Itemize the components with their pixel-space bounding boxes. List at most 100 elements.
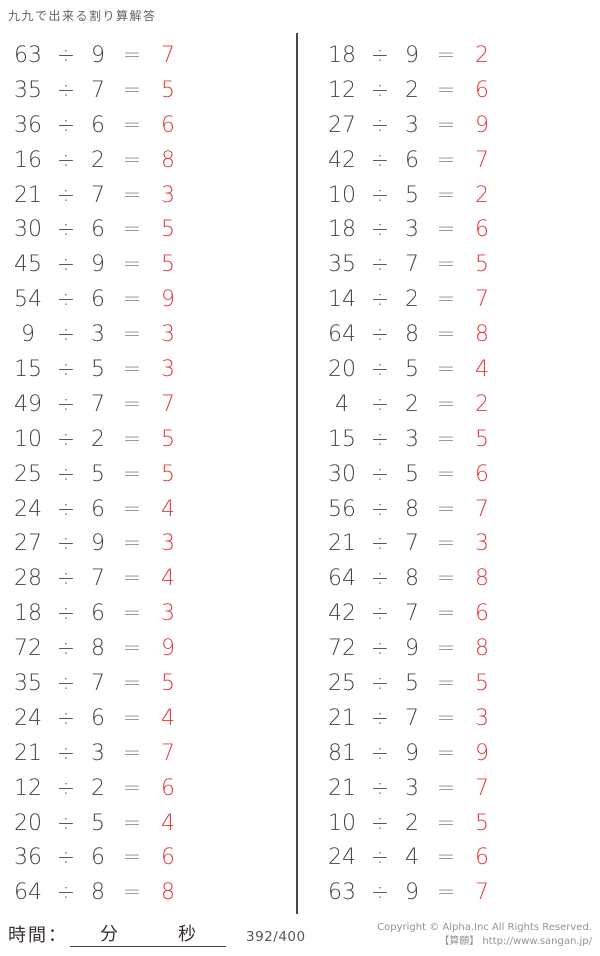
divisor-value: 6 <box>405 147 419 173</box>
answer-value: 4 <box>161 810 175 836</box>
divide-sign-icon: ÷ <box>56 636 76 662</box>
divide-sign-icon: ÷ <box>56 740 76 766</box>
dividend-value: 25 <box>14 461 42 487</box>
equals-sign-icon: = <box>122 845 142 871</box>
answer-value: 9 <box>161 636 175 662</box>
answer-value: 3 <box>161 356 175 382</box>
equation-row: 63 ÷ 9 = 7 <box>8 38 278 73</box>
divide-sign-icon: ÷ <box>56 775 76 801</box>
divide-sign-icon: ÷ <box>56 287 76 313</box>
equation-row: 4 ÷ 2 = 2 <box>322 387 592 422</box>
equals-sign-icon: = <box>122 252 142 278</box>
problems-column-right: 18 ÷ 9 = 2 12 ÷ 2 = 6 27 ÷ 3 = 9 42 ÷ 6 … <box>322 38 592 910</box>
problems-column-left: 63 ÷ 9 = 7 35 ÷ 7 = 5 36 ÷ 6 = 6 16 ÷ 2 … <box>8 38 278 910</box>
equation-row: 14 ÷ 2 = 7 <box>322 282 592 317</box>
divide-sign-icon: ÷ <box>56 112 76 138</box>
answer-value: 9 <box>161 287 175 313</box>
equals-sign-icon: = <box>122 810 142 836</box>
equation-row: 10 ÷ 2 = 5 <box>8 422 278 457</box>
equals-sign-icon: = <box>436 670 456 696</box>
equation-row: 18 ÷ 6 = 3 <box>8 596 278 631</box>
dividend-value: 9 <box>21 322 35 348</box>
dividend-value: 4 <box>335 391 349 417</box>
equation-row: 16 ÷ 2 = 8 <box>8 143 278 178</box>
equation-row: 45 ÷ 9 = 5 <box>8 247 278 282</box>
answer-value: 5 <box>161 670 175 696</box>
divide-sign-icon: ÷ <box>370 426 390 452</box>
dividend-value: 21 <box>328 705 356 731</box>
divide-sign-icon: ÷ <box>370 147 390 173</box>
equals-sign-icon: = <box>436 461 456 487</box>
answer-value: 6 <box>475 217 489 243</box>
dividend-value: 56 <box>328 496 356 522</box>
equals-sign-icon: = <box>436 531 456 557</box>
divisor-value: 3 <box>405 426 419 452</box>
answer-value: 9 <box>475 112 489 138</box>
equation-row: 27 ÷ 9 = 3 <box>8 526 278 561</box>
divisor-value: 8 <box>91 636 105 662</box>
divisor-value: 8 <box>405 496 419 522</box>
equals-sign-icon: = <box>122 217 142 243</box>
equation-row: 24 ÷ 6 = 4 <box>8 701 278 736</box>
equals-sign-icon: = <box>436 42 456 68</box>
divisor-value: 6 <box>91 112 105 138</box>
equation-row: 49 ÷ 7 = 7 <box>8 387 278 422</box>
divide-sign-icon: ÷ <box>370 356 390 382</box>
divisor-value: 2 <box>91 775 105 801</box>
equation-row: 63 ÷ 9 = 7 <box>322 875 592 910</box>
equation-row: 24 ÷ 6 = 4 <box>8 492 278 527</box>
equals-sign-icon: = <box>122 182 142 208</box>
equals-sign-icon: = <box>122 740 142 766</box>
equation-row: 28 ÷ 7 = 4 <box>8 561 278 596</box>
equals-sign-icon: = <box>436 740 456 766</box>
copyright-line1: Copyright © Alpha.Inc All Rights Reserve… <box>377 922 592 933</box>
equals-sign-icon: = <box>436 77 456 103</box>
divisor-value: 8 <box>91 880 105 906</box>
dividend-value: 42 <box>328 601 356 627</box>
divisor-value: 3 <box>91 322 105 348</box>
dividend-value: 45 <box>14 252 42 278</box>
dividend-value: 18 <box>14 601 42 627</box>
divisor-value: 5 <box>91 356 105 382</box>
divisor-value: 5 <box>405 670 419 696</box>
divide-sign-icon: ÷ <box>370 42 390 68</box>
answer-value: 7 <box>475 775 489 801</box>
dividend-value: 15 <box>14 356 42 382</box>
divide-sign-icon: ÷ <box>370 77 390 103</box>
answer-value: 5 <box>161 252 175 278</box>
equation-row: 72 ÷ 8 = 9 <box>8 631 278 666</box>
answer-value: 3 <box>161 531 175 557</box>
dividend-value: 35 <box>14 77 42 103</box>
equation-row: 18 ÷ 9 = 2 <box>322 38 592 73</box>
equals-sign-icon: = <box>436 426 456 452</box>
answer-value: 5 <box>475 252 489 278</box>
equals-sign-icon: = <box>436 391 456 417</box>
answer-value: 5 <box>161 217 175 243</box>
divide-sign-icon: ÷ <box>56 426 76 452</box>
divide-sign-icon: ÷ <box>56 461 76 487</box>
equation-row: 18 ÷ 3 = 6 <box>322 212 592 247</box>
equation-row: 9 ÷ 3 = 3 <box>8 317 278 352</box>
divisor-value: 6 <box>91 601 105 627</box>
equation-row: 64 ÷ 8 = 8 <box>322 561 592 596</box>
divide-sign-icon: ÷ <box>370 705 390 731</box>
equals-sign-icon: = <box>436 217 456 243</box>
dividend-value: 14 <box>328 287 356 313</box>
answer-value: 8 <box>475 566 489 592</box>
equals-sign-icon: = <box>436 880 456 906</box>
divide-sign-icon: ÷ <box>56 670 76 696</box>
divisor-value: 2 <box>405 391 419 417</box>
divisor-value: 5 <box>91 810 105 836</box>
answer-value: 7 <box>475 287 489 313</box>
equation-row: 25 ÷ 5 = 5 <box>322 666 592 701</box>
dividend-value: 72 <box>328 636 356 662</box>
answer-value: 6 <box>475 601 489 627</box>
equals-sign-icon: = <box>436 636 456 662</box>
equation-row: 20 ÷ 5 = 4 <box>8 806 278 841</box>
dividend-value: 21 <box>328 775 356 801</box>
divisor-value: 9 <box>405 740 419 766</box>
divide-sign-icon: ÷ <box>370 531 390 557</box>
copyright-line2: 【算願】 http://www.sangan.jp/ <box>439 936 592 947</box>
divide-sign-icon: ÷ <box>56 322 76 348</box>
